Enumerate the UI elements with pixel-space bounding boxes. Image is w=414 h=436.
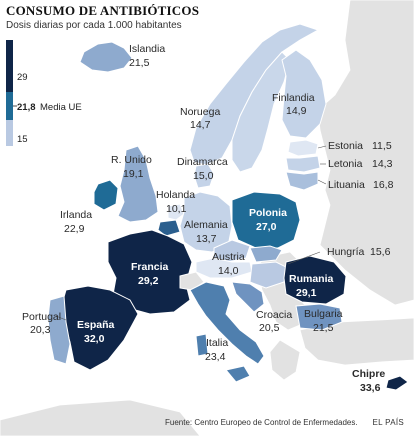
country-islandia bbox=[79, 41, 133, 73]
label-estonia-value: 11,5 bbox=[372, 140, 392, 152]
label-bulgaria-value: 21,5 bbox=[313, 322, 334, 334]
label-reino-unido-name: R. Unido bbox=[111, 154, 152, 166]
label-chipre-value: 33,6 bbox=[360, 382, 381, 394]
legend-max: 29 bbox=[17, 72, 28, 83]
label-holanda-name: Holanda bbox=[156, 189, 195, 201]
label-irlanda-name: Irlanda bbox=[60, 209, 92, 221]
source-note: Fuente: Centro Europeo de Control de Enf… bbox=[165, 418, 358, 427]
country-noruega bbox=[189, 23, 320, 166]
label-portugal-value: 20,3 bbox=[30, 324, 51, 336]
label-croacia-value: 20,5 bbox=[259, 322, 280, 334]
country-italia-sicilia bbox=[225, 365, 251, 383]
label-italia-name: Italia bbox=[206, 337, 228, 349]
country-belgica bbox=[157, 219, 181, 237]
legend-bar-low bbox=[6, 120, 13, 146]
publisher-credit: EL PAÍS bbox=[372, 418, 404, 427]
label-letonia-name: Letonia bbox=[328, 158, 363, 170]
legend-bar-high bbox=[6, 40, 13, 92]
label-francia-value: 29,2 bbox=[138, 275, 159, 287]
country-letonia bbox=[285, 155, 321, 173]
legend-bar-mid bbox=[6, 92, 13, 120]
label-irlanda-value: 22,9 bbox=[64, 223, 85, 235]
legend-mid-label: Media UE bbox=[40, 102, 82, 113]
legend-min: 15 bbox=[17, 134, 28, 145]
label-dinamarca-name: Dinamarca bbox=[177, 156, 228, 168]
legend-mid-value: 21,8 bbox=[17, 102, 36, 113]
label-rumania-name: Rumania bbox=[289, 273, 334, 285]
country-eslovaquia bbox=[249, 245, 283, 263]
label-hungria-value: 15,6 bbox=[370, 246, 391, 258]
label-francia-name: Francia bbox=[131, 261, 169, 273]
country-estonia bbox=[287, 139, 319, 157]
label-dinamarca-value: 15,0 bbox=[193, 170, 214, 182]
label-reino-unido-value: 19,1 bbox=[123, 168, 144, 180]
label-noruega-name: Noruega bbox=[180, 106, 220, 118]
country-italia bbox=[189, 281, 265, 365]
country-suecia bbox=[231, 51, 291, 173]
country-finlandia bbox=[281, 49, 327, 139]
label-espana-value: 32,0 bbox=[84, 333, 105, 345]
label-alemania-name: Alemania bbox=[184, 219, 228, 231]
label-croacia-name: Croacia bbox=[256, 309, 292, 321]
label-islandia-name: Islandia bbox=[129, 43, 165, 55]
label-lituania-value: 16,8 bbox=[373, 179, 394, 191]
map-subtitle: Dosis diarias por cada 1.000 habitantes bbox=[6, 20, 182, 31]
country-holanda bbox=[167, 203, 185, 221]
label-rumania-value: 29,1 bbox=[296, 287, 317, 299]
label-holanda-value: 10,1 bbox=[166, 203, 187, 215]
country-reino-unido bbox=[117, 145, 159, 223]
leader-lines bbox=[55, 145, 327, 321]
country-labels: Islandia 21,5 Noruega 14,7 Finlandia 14,… bbox=[22, 43, 394, 394]
label-estonia-name: Estonia bbox=[328, 140, 363, 152]
label-portugal-name: Portugal bbox=[22, 311, 61, 323]
country-rumania bbox=[283, 255, 347, 305]
country-italia-cerdena bbox=[195, 333, 209, 357]
label-austria-name: Austria bbox=[212, 251, 245, 263]
label-lituania-name: Lituania bbox=[328, 179, 365, 191]
country-bulgaria bbox=[295, 303, 343, 331]
country-chipre bbox=[385, 375, 409, 391]
map-title: CONSUMO DE ANTIBIÓTICOS bbox=[6, 3, 200, 18]
country-francia bbox=[107, 229, 193, 315]
country-polonia bbox=[231, 191, 301, 249]
label-finlandia-name: Finlandia bbox=[272, 92, 315, 104]
label-austria-value: 14,0 bbox=[218, 265, 239, 277]
legend: 29 21,8 Media UE 15 bbox=[6, 40, 82, 146]
label-bulgaria-name: Bulgaria bbox=[304, 308, 343, 320]
country-dinamarca bbox=[193, 163, 215, 189]
label-noruega-value: 14,7 bbox=[190, 119, 211, 131]
label-espana-name: España bbox=[77, 319, 115, 331]
country-portugal bbox=[47, 295, 71, 365]
label-polonia-name: Polonia bbox=[249, 207, 287, 219]
label-polonia-value: 27,0 bbox=[256, 221, 277, 233]
country-croacia bbox=[231, 281, 265, 313]
label-islandia-value: 21,5 bbox=[129, 57, 150, 69]
label-letonia-value: 14,3 bbox=[372, 158, 393, 170]
country-irlanda bbox=[93, 179, 119, 211]
country-lituania bbox=[285, 171, 319, 191]
label-hungria-name: Hungría bbox=[327, 246, 365, 258]
label-chipre-name: Chipre bbox=[352, 368, 385, 380]
label-finlandia-value: 14,9 bbox=[286, 105, 307, 117]
label-italia-value: 23,4 bbox=[205, 351, 226, 363]
label-alemania-value: 13,7 bbox=[196, 233, 217, 245]
